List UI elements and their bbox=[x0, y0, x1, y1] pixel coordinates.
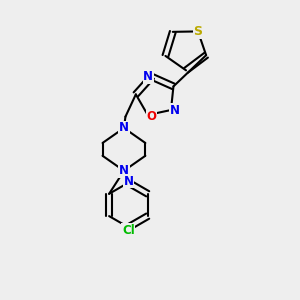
Text: O: O bbox=[146, 110, 156, 123]
Text: Cl: Cl bbox=[122, 224, 135, 237]
Text: S: S bbox=[194, 25, 202, 38]
Text: N: N bbox=[123, 175, 134, 188]
Text: N: N bbox=[169, 103, 179, 116]
Text: N: N bbox=[119, 164, 129, 177]
Text: N: N bbox=[143, 70, 153, 83]
Text: N: N bbox=[119, 122, 129, 134]
